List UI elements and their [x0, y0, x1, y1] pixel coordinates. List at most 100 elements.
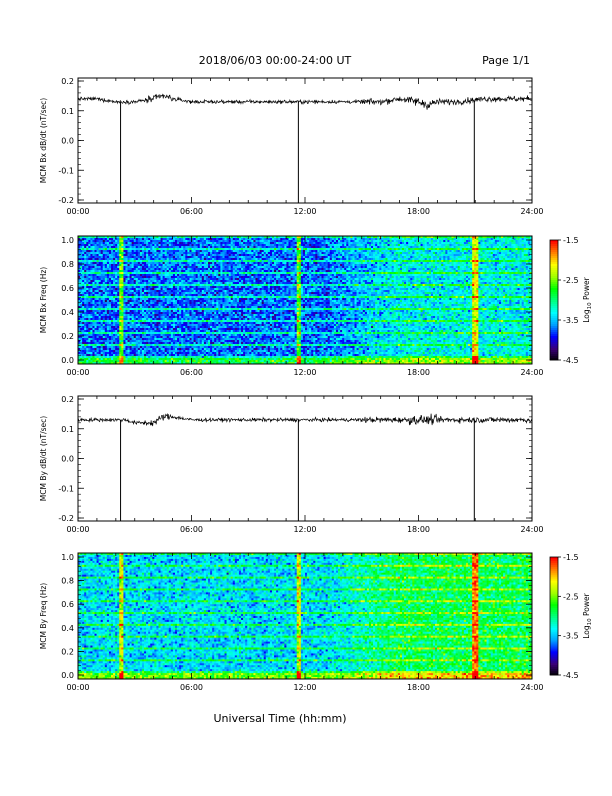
spectrogram-cell [187, 324, 189, 326]
spectrogram-cell [95, 278, 97, 280]
spectrogram-cell [163, 248, 165, 250]
spectrogram-cell [175, 244, 177, 246]
spectrogram-cell [132, 332, 134, 334]
spectrogram-cell [233, 330, 235, 332]
spectrogram-cell [130, 254, 132, 256]
spectrogram-cell [189, 336, 191, 338]
spectrogram-cell [105, 274, 107, 276]
spectrogram-cell [105, 320, 107, 322]
spectrogram-cell [179, 342, 181, 344]
spectrogram-cell [187, 290, 189, 292]
spectrogram-cell [185, 318, 187, 320]
spectrogram-cell [142, 294, 144, 296]
spectrogram-cell [146, 276, 148, 278]
spectrogram-cell [181, 288, 183, 290]
spectrogram-cell [204, 268, 206, 270]
spectrogram-cell [171, 304, 173, 306]
spectrogram-cell [167, 244, 169, 246]
spectrogram-cell [227, 274, 229, 276]
spectrogram-cell [123, 358, 125, 360]
spectrogram-cell [130, 342, 132, 344]
spectrogram-cell [117, 344, 119, 346]
spectrogram-cell [146, 256, 148, 258]
spectrogram-cell [136, 342, 138, 344]
spectrogram-cell [117, 242, 119, 244]
spectrogram-cell [132, 300, 134, 302]
spectrogram-cell [115, 298, 117, 300]
spectrogram-cell [95, 308, 97, 310]
spectrogram-cell [84, 278, 86, 280]
spectrogram-cell [208, 270, 210, 272]
spectrogram-cell [109, 264, 111, 266]
spectrogram-cell [200, 346, 202, 348]
spectrogram-cell [95, 316, 97, 318]
spectrogram-cell [227, 298, 229, 300]
spectrogram-cell [154, 296, 156, 298]
spectrogram-cell [179, 274, 181, 276]
spectrogram-cell [150, 256, 152, 258]
spectrogram-cell [156, 260, 158, 262]
spectrogram-cell [187, 348, 189, 350]
spectrogram-cell [181, 286, 183, 288]
spectrogram-cell [216, 244, 218, 246]
spectrogram-cell [212, 320, 214, 322]
spectrogram-cell [109, 340, 111, 342]
spectrogram-cell [119, 254, 121, 256]
spectrogram-cell [167, 328, 169, 330]
spectrogram-cell [130, 308, 132, 310]
spectrogram-cell [150, 340, 152, 342]
spectrogram-cell [113, 302, 115, 304]
spectrogram-cell [99, 252, 101, 254]
spectrogram-cell [117, 358, 119, 360]
spectrogram-cell [167, 338, 169, 340]
spectrogram-cell [185, 264, 187, 266]
spectrogram-cell [119, 244, 121, 246]
spectrogram-cell [158, 304, 160, 306]
spectrogram-cell [218, 298, 220, 300]
spectrogram-cell [218, 302, 220, 304]
spectrogram-cell [103, 316, 105, 318]
spectrogram-cell [169, 296, 171, 298]
spectrogram-cell [204, 292, 206, 294]
spectrogram-cell [165, 268, 167, 270]
spectrogram-cell [200, 272, 202, 274]
spectrogram-cell [161, 258, 163, 260]
spectrogram-cell [158, 346, 160, 348]
spectrogram-cell [202, 280, 204, 282]
spectrogram-cell [121, 254, 123, 256]
spectrogram-cell [204, 352, 206, 354]
spectrogram-cell [121, 246, 123, 248]
spectrogram-cell [165, 342, 167, 344]
spectrogram-cell [214, 302, 216, 304]
spectrogram-cell [189, 260, 191, 262]
spectrogram-cell [138, 326, 140, 328]
spectrogram-cell [103, 360, 105, 362]
spectrogram-cell [196, 244, 198, 246]
spectrogram-cell [163, 270, 165, 272]
spectrogram-cell [181, 306, 183, 308]
spectrogram-cell [208, 254, 210, 256]
spectrogram-cell [175, 284, 177, 286]
spectrogram-cell [125, 314, 127, 316]
spectrogram-cell [214, 250, 216, 252]
spectrogram-cell [130, 312, 132, 314]
spectrogram-cell [152, 334, 154, 336]
spectrogram-cell [177, 318, 179, 320]
spectrogram-cell [208, 294, 210, 296]
spectrogram-cell [177, 290, 179, 292]
spectrogram-cell [189, 356, 191, 358]
spectrogram-cell [214, 290, 216, 292]
spectrogram-cell [196, 270, 198, 272]
spectrogram-cell [167, 278, 169, 280]
spectrogram-cell [134, 272, 136, 274]
spectrogram-cell [158, 350, 160, 352]
spectrogram-cell [198, 326, 200, 328]
spectrogram-cell [220, 302, 222, 304]
spectrogram-cell [177, 276, 179, 278]
spectrogram-cell [101, 242, 103, 244]
spectrogram-cell [148, 284, 150, 286]
spectrogram-cell [179, 268, 181, 270]
spectrogram-cell [214, 330, 216, 332]
spectrogram-cell [189, 326, 191, 328]
spectrogram-cell [95, 314, 97, 316]
